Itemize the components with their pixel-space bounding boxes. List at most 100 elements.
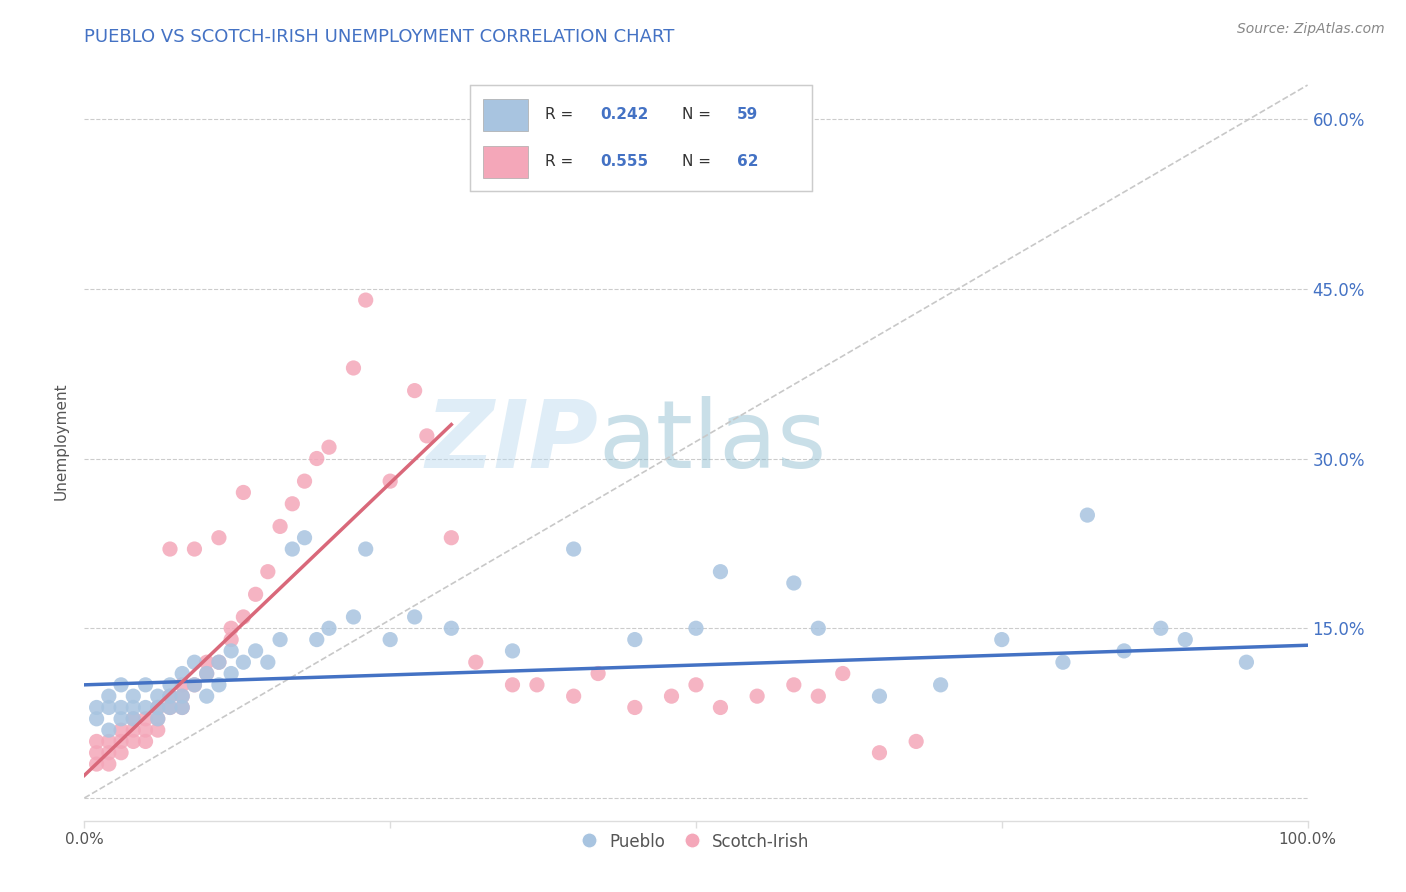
Point <box>1052 655 1074 669</box>
Point <box>159 700 181 714</box>
Point <box>146 723 169 738</box>
Point <box>146 712 169 726</box>
Point <box>257 655 280 669</box>
Point <box>219 666 242 681</box>
Point <box>146 700 169 714</box>
Point <box>1236 655 1258 669</box>
Point <box>1076 508 1098 522</box>
Point <box>929 678 952 692</box>
Point <box>159 700 181 714</box>
Point <box>747 689 769 703</box>
Point <box>172 700 194 714</box>
Point <box>404 384 426 398</box>
Point <box>502 644 524 658</box>
Point <box>294 531 316 545</box>
Point <box>380 632 402 647</box>
Point <box>183 542 205 557</box>
Point <box>122 734 145 748</box>
Point <box>685 678 707 692</box>
Point <box>807 621 830 635</box>
Point <box>245 587 267 601</box>
Legend: Pueblo, Scotch-Irish: Pueblo, Scotch-Irish <box>576 826 815 858</box>
Point <box>146 700 169 714</box>
Point <box>624 632 647 647</box>
Point <box>159 678 181 692</box>
Point <box>135 712 157 726</box>
Point <box>305 632 328 647</box>
Point <box>97 734 120 748</box>
Point <box>122 700 145 714</box>
Point <box>172 689 194 703</box>
Point <box>86 746 108 760</box>
Point <box>526 678 548 692</box>
Point <box>97 746 120 760</box>
Point <box>1114 644 1136 658</box>
Point <box>269 519 291 533</box>
Point <box>281 542 304 557</box>
Point <box>318 440 340 454</box>
Point <box>464 655 486 669</box>
Point <box>86 757 108 772</box>
Point <box>354 542 377 557</box>
Point <box>232 485 254 500</box>
Point <box>232 655 254 669</box>
Point <box>110 723 132 738</box>
Point <box>183 655 205 669</box>
Point <box>685 621 707 635</box>
Point <box>232 610 254 624</box>
Y-axis label: Unemployment: Unemployment <box>53 383 69 500</box>
Point <box>97 757 120 772</box>
Point <box>159 689 181 703</box>
Point <box>219 621 242 635</box>
Point <box>1150 621 1173 635</box>
Point <box>586 666 609 681</box>
Point <box>354 293 377 307</box>
Text: PUEBLO VS SCOTCH-IRISH UNEMPLOYMENT CORRELATION CHART: PUEBLO VS SCOTCH-IRISH UNEMPLOYMENT CORR… <box>84 28 675 45</box>
Point <box>219 644 242 658</box>
Point <box>172 700 194 714</box>
Point <box>709 700 731 714</box>
Point <box>195 666 218 681</box>
Point <box>831 666 853 681</box>
Point <box>86 700 108 714</box>
Point <box>110 678 132 692</box>
Point <box>110 712 132 726</box>
Point <box>783 678 806 692</box>
Point <box>183 678 205 692</box>
Point <box>110 700 132 714</box>
Point <box>404 610 426 624</box>
Point <box>905 734 928 748</box>
Point <box>172 678 194 692</box>
Point <box>269 632 291 647</box>
Point <box>305 451 328 466</box>
Point <box>122 723 145 738</box>
Point <box>122 712 145 726</box>
Point <box>991 632 1014 647</box>
Point <box>195 655 218 669</box>
Point <box>380 474 402 488</box>
Point <box>172 689 194 703</box>
Point <box>661 689 683 703</box>
Point <box>110 734 132 748</box>
Point <box>1174 632 1197 647</box>
Point <box>709 565 731 579</box>
Point <box>159 689 181 703</box>
Point <box>208 655 231 669</box>
Point <box>342 610 364 624</box>
Point <box>122 689 145 703</box>
Point <box>562 689 585 703</box>
Point <box>502 678 524 692</box>
Point <box>159 542 181 557</box>
Point <box>562 542 585 557</box>
Point <box>342 361 364 376</box>
Point <box>257 565 280 579</box>
Point <box>219 632 242 647</box>
Text: Source: ZipAtlas.com: Source: ZipAtlas.com <box>1237 22 1385 37</box>
Point <box>294 474 316 488</box>
Point <box>208 678 231 692</box>
Point <box>97 700 120 714</box>
Point <box>86 734 108 748</box>
Point <box>318 621 340 635</box>
Point <box>208 531 231 545</box>
Point <box>807 689 830 703</box>
